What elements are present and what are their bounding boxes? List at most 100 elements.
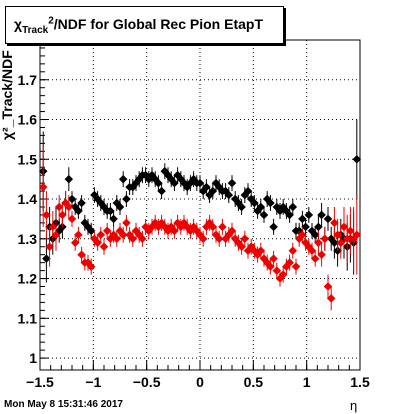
- data-point: [336, 238, 346, 248]
- y-tick-label: 1.3: [18, 231, 38, 247]
- data-point: [102, 226, 112, 236]
- data-point: [93, 238, 102, 248]
- data-point: [237, 242, 246, 252]
- data-point: [314, 238, 323, 248]
- data-point: [128, 234, 138, 244]
- data-point: [202, 182, 211, 192]
- data-point: [86, 226, 96, 236]
- data-point: [250, 198, 259, 208]
- data-point: [298, 230, 307, 240]
- data-point: [317, 250, 326, 260]
- data-point: [266, 198, 275, 208]
- y-tick-label: 1.1: [18, 310, 38, 326]
- data-point: [326, 294, 336, 303]
- data-point: [48, 222, 58, 232]
- data-point: [64, 174, 74, 184]
- data-point: [112, 234, 122, 244]
- data-point: [352, 154, 362, 164]
- data-point: [42, 210, 51, 220]
- data-point: [285, 210, 294, 220]
- data-point: [310, 230, 320, 240]
- data-point: [259, 210, 269, 220]
- data-point: [301, 222, 310, 232]
- axes: −1.5 −1 −0.5 0 0.5 1 1.5 1 1.1 1.2 1.3 1.4 1.5 1.6 1.7: [18, 47, 370, 390]
- data-point: [323, 214, 333, 224]
- data-point: [269, 254, 278, 264]
- plot-frame: [39, 39, 361, 371]
- data-point: [74, 206, 83, 216]
- data-point: [154, 178, 163, 188]
- data-point: [346, 226, 355, 236]
- y-tick-label: 1.6: [18, 112, 38, 128]
- data-point: [330, 218, 339, 228]
- data-point: [106, 206, 115, 216]
- data-point: [70, 238, 80, 248]
- title-chi: χ: [14, 16, 23, 32]
- data-point: [256, 202, 266, 212]
- timestamp: Mon May 8 15:31:46 2017: [4, 399, 123, 410]
- data-point: [317, 210, 326, 220]
- data-point: [118, 174, 128, 184]
- data-point: [170, 226, 179, 236]
- data-point: [118, 230, 128, 240]
- data-point: [208, 222, 218, 232]
- y-tick-label: 1.5: [18, 151, 38, 167]
- x-tick-label: 1.5: [350, 374, 370, 390]
- title-sub: Track: [22, 24, 49, 36]
- chart-title: χTrack2/NDF for Global Rec Pion EtapT: [14, 16, 263, 35]
- data-point: [352, 230, 362, 240]
- data-point: [42, 254, 51, 264]
- data-point: [58, 210, 67, 220]
- data-point: [51, 230, 61, 240]
- data-point: [291, 262, 301, 271]
- data-point: [99, 242, 109, 252]
- data-point: [227, 226, 237, 236]
- data-point: [86, 262, 96, 271]
- data-point: [122, 194, 131, 204]
- data-point: [38, 182, 48, 192]
- chart-title-box: χTrack2/NDF for Global Rec Pion EtapT: [5, 6, 284, 44]
- x-tick-label: −0.5: [133, 374, 161, 390]
- data-point: [122, 218, 131, 228]
- data-point: [278, 270, 288, 279]
- x-tick-label: 0.5: [244, 374, 264, 390]
- y-tick-label: 1: [29, 350, 37, 366]
- data-point: [67, 214, 77, 224]
- data-point: [170, 178, 179, 188]
- data-point: [227, 178, 237, 188]
- data-point: [339, 222, 349, 232]
- data-point: [323, 282, 333, 291]
- data-point: [243, 186, 253, 196]
- data-point: [109, 214, 118, 224]
- y-tick-label: 1.4: [18, 191, 38, 207]
- data-point: [157, 186, 166, 196]
- x-tick-label: 1: [303, 374, 311, 390]
- series-red-markers: [38, 147, 362, 311]
- y-axis-label: χ²_Track/NDF: [0, 50, 15, 140]
- x-tick-label: −1.5: [26, 374, 54, 390]
- data-point: [208, 186, 218, 196]
- data-point: [224, 190, 234, 200]
- data-point: [285, 258, 294, 268]
- data-point: [298, 214, 307, 224]
- data-point: [269, 222, 278, 232]
- data-point: [307, 246, 317, 256]
- data-point: [74, 230, 83, 240]
- data-point: [45, 242, 54, 252]
- data-point: [115, 202, 125, 212]
- x-tick-label: 0: [196, 374, 204, 390]
- y-tick-label: 1.7: [18, 72, 38, 88]
- data-point: [288, 246, 298, 256]
- data-point: [218, 222, 227, 232]
- data-point: [54, 202, 64, 212]
- data-point: [67, 194, 77, 204]
- data-point: [256, 246, 266, 256]
- data-point: [138, 234, 147, 244]
- data-point: [240, 234, 250, 244]
- data-point: [342, 234, 352, 244]
- data-point: [77, 250, 86, 260]
- data-point: [198, 234, 208, 244]
- data-point: [96, 230, 106, 240]
- data-point: [214, 234, 224, 244]
